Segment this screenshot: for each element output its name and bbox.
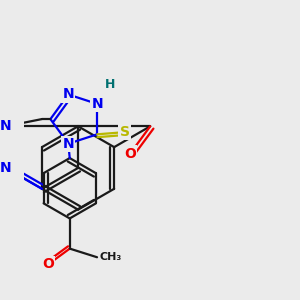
- Text: N: N: [92, 97, 103, 111]
- Text: N: N: [0, 119, 12, 133]
- Text: O: O: [124, 147, 136, 160]
- Text: N: N: [62, 137, 74, 151]
- Text: S: S: [119, 125, 130, 139]
- Text: N: N: [62, 88, 74, 101]
- Text: O: O: [42, 257, 54, 272]
- Text: CH₃: CH₃: [99, 252, 122, 262]
- Text: H: H: [104, 78, 115, 91]
- Text: N: N: [0, 161, 12, 175]
